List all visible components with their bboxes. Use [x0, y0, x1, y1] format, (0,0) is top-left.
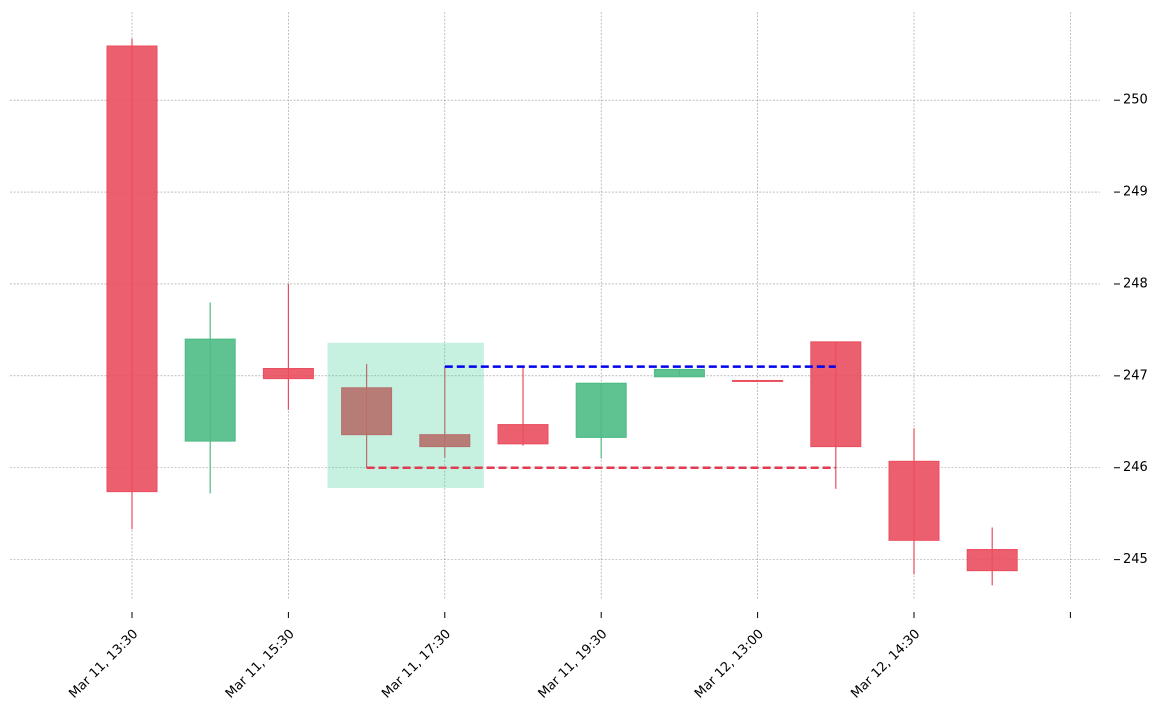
x-tick-label: Mar 12, 14:30 — [848, 627, 923, 702]
y-tick-label: 250 — [1123, 93, 1148, 108]
candle-body — [966, 549, 1018, 572]
candle-body — [184, 338, 236, 442]
x-tick-label: Mar 11, 17:30 — [379, 627, 454, 702]
candle-body — [262, 368, 314, 380]
x-tick-label: Mar 11, 13:30 — [66, 627, 141, 702]
x-tick-label: Mar 11, 19:30 — [536, 627, 611, 702]
x-tick-label: Mar 12, 13:00 — [692, 627, 767, 702]
x-tick-label: Mar 11, 15:30 — [223, 627, 298, 702]
candle-body — [653, 368, 705, 378]
candle-body — [419, 434, 471, 448]
candle-body — [575, 382, 627, 438]
candle-body — [341, 387, 393, 436]
candle-body — [888, 460, 940, 541]
candle-body — [497, 424, 549, 445]
y-tick-label: 249 — [1123, 185, 1148, 200]
candle-body — [810, 341, 862, 448]
y-tick-label: 245 — [1123, 552, 1148, 567]
y-tick-label: 247 — [1123, 368, 1148, 383]
candle-body — [732, 379, 784, 382]
candle-body — [106, 45, 158, 493]
highlight-region — [327, 342, 484, 488]
y-tick-label: 246 — [1123, 460, 1148, 475]
y-tick-label: 248 — [1123, 276, 1148, 291]
